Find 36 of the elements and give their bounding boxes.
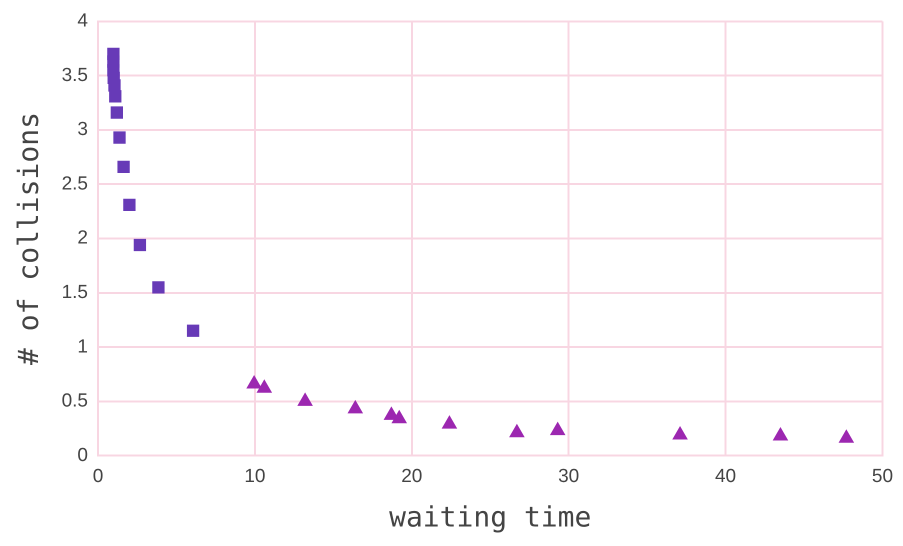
point (117, 160, 130, 174)
point (186, 324, 200, 337)
point (550, 422, 566, 436)
point (123, 198, 136, 212)
y-tick-label: 2.5 (62, 173, 88, 194)
x-axis-title: waiting time (389, 500, 592, 534)
x-tick-label: 40 (714, 466, 736, 488)
point (442, 416, 457, 429)
x-tick-label: 10 (244, 466, 266, 488)
point (773, 428, 788, 441)
point (152, 281, 165, 294)
x-tick-label: 30 (558, 466, 580, 488)
point (256, 380, 272, 393)
point (509, 424, 524, 438)
point (109, 90, 122, 102)
y-tick-label: 2 (77, 228, 88, 249)
y-axis-title: # of collisions (12, 112, 46, 365)
point (348, 400, 363, 414)
x-tick-label: 50 (872, 466, 894, 488)
point (392, 410, 407, 424)
x-tick-label: 0 (92, 466, 104, 488)
point (110, 106, 123, 119)
y-tick-label: 4 (77, 10, 88, 32)
y-tick-label: 0.5 (62, 390, 88, 412)
x-tick-label: 20 (401, 466, 422, 488)
point (298, 392, 313, 406)
y-tick-label: 1.5 (62, 282, 88, 304)
point (838, 430, 854, 443)
point (134, 238, 146, 252)
y-tick-label: 1 (77, 336, 88, 358)
y-tick-label: 3 (77, 119, 88, 140)
y-tick-label: 3.5 (62, 64, 88, 86)
y-tick-label: 0 (77, 444, 88, 466)
point (246, 375, 262, 388)
point (672, 426, 688, 440)
point (113, 131, 126, 144)
